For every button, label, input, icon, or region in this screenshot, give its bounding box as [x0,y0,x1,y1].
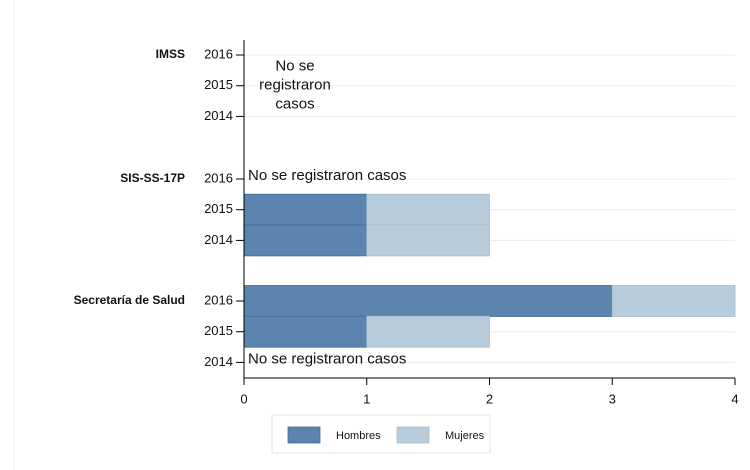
group-label: SIS-SS-17P [120,171,185,185]
y-tick-label: 2016 [204,292,233,307]
group-label: Secretaría de Salud [74,293,185,307]
note-line: No se [275,58,314,75]
x-tick-label: 1 [363,391,370,406]
x-tick-label: 3 [609,391,616,406]
y-tick-label: 2015 [204,323,233,338]
x-tick-label: 0 [240,391,247,406]
y-tick-label: 2014 [204,354,233,369]
note-line: casos [275,96,314,113]
note: No se registraron casos [248,167,406,184]
bar-segment [366,224,490,257]
y-tick-label: 2014 [204,232,233,247]
y-tick-label: 2015 [204,77,233,92]
y-tick-label: 2015 [204,201,233,216]
bar-segment [243,193,368,226]
x-tick-label: 2 [486,391,493,406]
bar-segment [366,315,490,348]
bar-segment [611,285,736,317]
legend-label: Mujeres [445,430,485,442]
bar-segment [243,224,368,257]
y-tick-label: 2016 [204,46,233,61]
bar-segment [366,193,490,226]
y-tick-label: 2014 [204,108,233,123]
x-tick-label: 4 [731,391,738,406]
bar-segment [243,315,368,348]
legend-swatch [396,426,430,444]
note: No se registraron casos [259,58,331,113]
group-label: IMSS [156,47,185,61]
note-line: registraron [259,77,331,94]
legend-label: Hombres [336,430,381,442]
legend-swatch [287,426,321,444]
y-tick-label: 2016 [204,170,233,185]
note: No se registraron casos [248,350,406,367]
bar-segment [243,285,613,317]
